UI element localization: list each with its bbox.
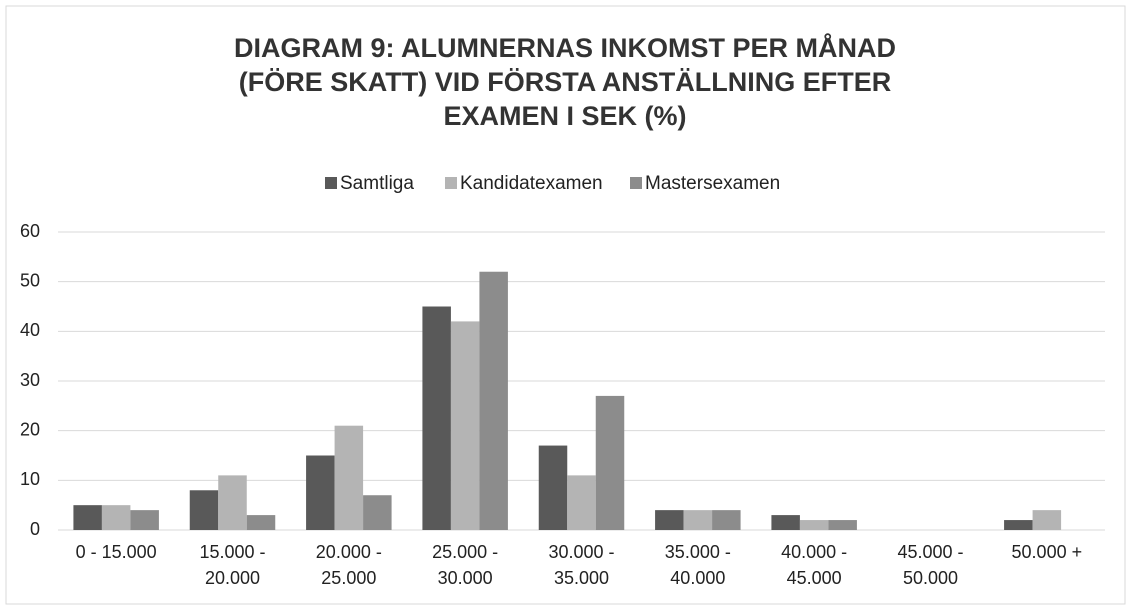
x-tick-label: 40.000 — [670, 568, 725, 588]
x-tick-label: 45.000 - — [897, 542, 963, 562]
bar — [422, 306, 451, 530]
bar — [712, 510, 741, 530]
x-tick-label: 30.000 — [438, 568, 493, 588]
x-tick-label: 50.000 — [903, 568, 958, 588]
bar — [595, 395, 625, 530]
y-tick-label: 50 — [20, 270, 40, 290]
y-tick-label: 60 — [20, 221, 40, 241]
legend-swatch — [325, 177, 337, 189]
bar — [189, 490, 219, 530]
x-tick-label: 45.000 — [787, 568, 842, 588]
x-tick-label: 20.000 - — [316, 542, 382, 562]
y-tick-label: 20 — [20, 419, 40, 439]
bar — [130, 510, 159, 530]
bar — [479, 271, 508, 530]
bar — [450, 321, 480, 530]
x-tick-label: 20.000 — [205, 568, 260, 588]
bar — [655, 510, 684, 530]
bar — [334, 425, 364, 530]
bar — [73, 505, 102, 530]
x-tick-label: 50.000 + — [1012, 542, 1083, 562]
y-tick-label: 10 — [20, 469, 40, 489]
bar — [567, 475, 596, 530]
x-tick-label: 0 - 15.000 — [76, 542, 157, 562]
bar — [538, 445, 568, 530]
bar — [799, 520, 829, 530]
legend-label: Samtliga — [340, 173, 414, 194]
x-tick-label: 15.000 - — [199, 542, 265, 562]
bar — [1004, 520, 1033, 530]
bar — [101, 505, 131, 530]
legend-label: Mastersexamen — [645, 173, 780, 194]
bar — [306, 455, 335, 530]
chart-title: DIAGRAM 9: ALUMNERNAS INKOMST PER MÅNAD — [234, 32, 896, 63]
x-tick-label: 25.000 - — [432, 542, 498, 562]
y-tick-label: 0 — [30, 519, 40, 539]
bar — [771, 515, 800, 530]
x-tick-label: 35.000 — [554, 568, 609, 588]
bar — [1032, 510, 1062, 530]
chart-title: EXAMEN I SEK (%) — [443, 101, 686, 131]
y-tick-label: 40 — [20, 320, 40, 340]
bar — [828, 520, 857, 530]
x-tick-label: 40.000 - — [781, 542, 847, 562]
bar — [218, 475, 247, 530]
x-tick-label: 25.000 — [321, 568, 376, 588]
legend-swatch — [445, 177, 457, 189]
y-tick-label: 30 — [20, 370, 40, 390]
bar — [246, 515, 276, 530]
x-tick-label: 30.000 - — [548, 542, 614, 562]
bar — [683, 510, 713, 530]
bar — [363, 495, 392, 530]
legend-label: Kandidatexamen — [460, 173, 603, 194]
x-tick-label: 35.000 - — [665, 542, 731, 562]
legend-swatch — [630, 177, 642, 189]
chart-title: (FÖRE SKATT) VID FÖRSTA ANSTÄLLNING EFTE… — [239, 67, 891, 97]
